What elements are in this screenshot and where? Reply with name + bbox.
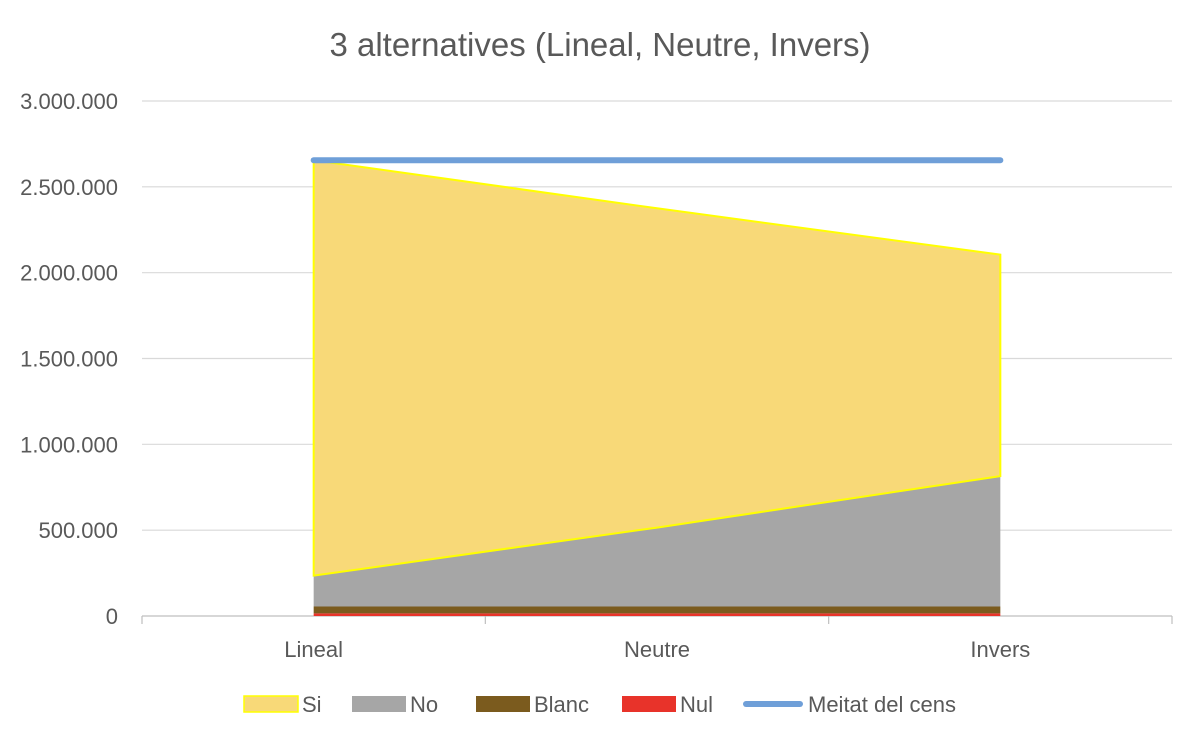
series-area-si bbox=[312, 159, 1002, 577]
y-tick-label: 500.000 bbox=[38, 518, 118, 543]
y-tick-label: 2.500.000 bbox=[20, 175, 118, 200]
series-area-nul bbox=[313, 613, 1001, 616]
x-tick-label: Neutre bbox=[624, 637, 690, 662]
legend: Si No Blanc Nul Meitat del cens bbox=[243, 692, 956, 717]
x-tick-label: Invers bbox=[970, 637, 1030, 662]
y-tick-label: 1.500.000 bbox=[20, 347, 118, 372]
chart-title: 3 alternatives (Lineal, Neutre, Invers) bbox=[329, 26, 870, 63]
legend-label-no: No bbox=[410, 692, 438, 717]
y-axis: 0 500.000 1.000.000 1.500.000 2.000.000 2.500… bbox=[20, 89, 118, 629]
legend-swatch-nul bbox=[622, 696, 676, 712]
y-tick-label: 3.000.000 bbox=[20, 89, 118, 114]
legend-label-meitat-del-cens: Meitat del cens bbox=[808, 692, 956, 717]
legend-label-blanc: Blanc bbox=[534, 692, 589, 717]
series-area-no bbox=[313, 476, 1001, 607]
legend-swatch-no bbox=[352, 696, 406, 712]
series-areas bbox=[312, 159, 1002, 616]
legend-label-si: Si bbox=[302, 692, 322, 717]
y-tick-label: 0 bbox=[106, 604, 118, 629]
legend-swatch-blanc bbox=[476, 696, 530, 712]
y-tick-label: 2.000.000 bbox=[20, 261, 118, 286]
legend-swatch-si bbox=[243, 695, 299, 713]
y-tick-label: 1.000.000 bbox=[20, 432, 118, 457]
series-area-blanc bbox=[313, 606, 1001, 614]
x-axis: Lineal Neutre Invers bbox=[141, 615, 1173, 662]
legend-label-nul: Nul bbox=[680, 692, 713, 717]
x-tick-label: Lineal bbox=[284, 637, 343, 662]
